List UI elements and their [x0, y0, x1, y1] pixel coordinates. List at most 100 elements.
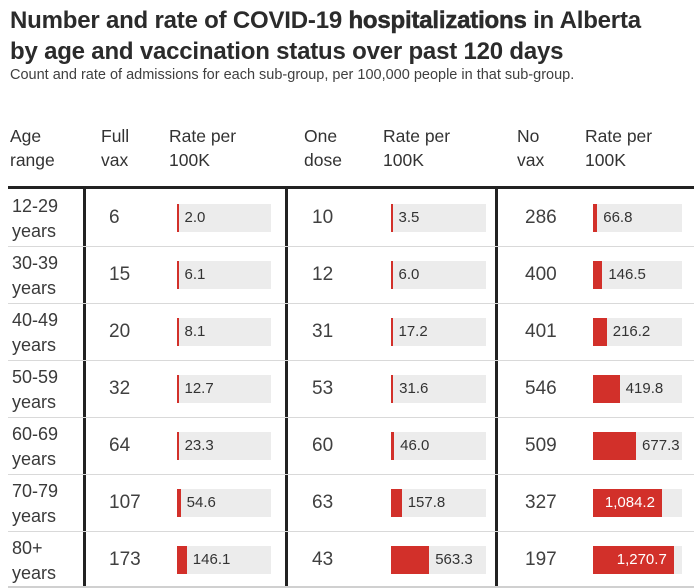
- one-dose-count: 63: [312, 491, 334, 513]
- full-vax-rate-bar: 146.1: [177, 545, 271, 574]
- rate-bar-fill: [391, 488, 402, 517]
- full-vax-count: 15: [109, 263, 131, 285]
- table-row: 70-79 years 107 54.6 63 157.8 327 1,084.2: [8, 474, 694, 532]
- rate-bar-fill: [391, 545, 430, 574]
- one-dose-rate-bar: 17.2: [391, 317, 486, 346]
- column-header-one-dose-rate: Rate per 100K: [383, 126, 451, 170]
- column-header-no-vax: No vax: [517, 126, 545, 170]
- one-dose-count: 60: [312, 434, 334, 456]
- full-vax-rate-bar: 54.6: [177, 488, 271, 517]
- rate-bar-fill: [177, 203, 179, 232]
- no-vax-count: 197: [525, 548, 557, 570]
- rate-value-label: 216.2: [612, 323, 651, 340]
- one-dose-rate-bar: 6.0: [391, 260, 486, 289]
- rate-value-label: 157.8: [407, 494, 446, 511]
- one-dose-count: 31: [312, 320, 334, 342]
- no-vax-rate-bar: 146.5: [593, 260, 682, 289]
- rate-bar-fill: [177, 374, 179, 403]
- no-vax-rate-bar: 216.2: [593, 317, 682, 346]
- rate-value-label: 46.0: [400, 437, 430, 454]
- full-vax-count: 173: [109, 548, 141, 570]
- rate-value-label: 8.1: [184, 323, 206, 340]
- full-vax-count: 64: [109, 434, 131, 456]
- title-line2: by age and vaccination status over past …: [10, 38, 564, 65]
- no-vax-rate-bar: 1,270.7: [593, 545, 682, 574]
- one-dose-count: 10: [312, 206, 334, 228]
- table-row: 50-59 years 32 12.7 53 31.6 546 419.8: [8, 360, 694, 418]
- age-range-label: 12-29 years: [12, 196, 59, 241]
- bottom-row-separator: [8, 586, 694, 588]
- rate-bar-fill: [177, 488, 181, 517]
- column-header-no-vax-rate: Rate per 100K: [585, 126, 653, 170]
- title-text: in Alberta: [526, 7, 641, 34]
- rate-value-label: 12.7: [184, 380, 214, 397]
- rate-value-label: 23.3: [184, 437, 214, 454]
- no-vax-rate-bar: 419.8: [593, 374, 682, 403]
- table-row: 30-39 years 15 6.1 12 6.0 400 146.5: [8, 246, 694, 304]
- column-divider: [495, 187, 498, 588]
- rate-bar-fill: [177, 260, 179, 289]
- rate-bar-fill: [391, 260, 393, 289]
- rate-bar-fill: [391, 317, 393, 346]
- rate-value-label: 677.3: [642, 437, 680, 454]
- rate-bar-fill: [391, 374, 394, 403]
- rate-bar-fill: [177, 431, 179, 460]
- column-divider: [285, 187, 288, 588]
- rate-bar-fill: [593, 260, 603, 289]
- one-dose-rate-bar: 31.6: [391, 374, 486, 403]
- one-dose-count: 43: [312, 548, 334, 570]
- rate-value-label: 1,084.2: [604, 494, 655, 511]
- no-vax-rate-bar: 66.8: [593, 203, 682, 232]
- rate-value-label: 66.8: [603, 209, 633, 226]
- rate-value-label: 54.6: [186, 494, 216, 511]
- rate-bar-fill: [593, 203, 598, 232]
- one-dose-rate-bar: 3.5: [391, 203, 486, 232]
- rate-bar-fill: [593, 374, 620, 403]
- full-vax-rate-bar: 23.3: [177, 431, 271, 460]
- full-vax-count: 107: [109, 491, 141, 513]
- full-vax-count: 6: [109, 206, 120, 228]
- no-vax-count: 327: [525, 491, 557, 513]
- rate-value-label: 2.0: [184, 209, 206, 226]
- one-dose-rate-bar: 157.8: [391, 488, 486, 517]
- rate-value-label: 419.8: [625, 380, 664, 397]
- column-header-full-vax-rate: Rate per 100K: [169, 126, 237, 170]
- column-divider: [83, 187, 86, 588]
- full-vax-count: 20: [109, 320, 131, 342]
- full-vax-rate-bar: 2.0: [177, 203, 271, 232]
- rate-value-label: 6.1: [184, 266, 206, 283]
- column-header-one-dose: One dose: [304, 126, 342, 170]
- rate-value-label: 146.5: [608, 266, 646, 283]
- rate-value-label: 563.3: [435, 551, 473, 568]
- rate-value-label: 17.2: [398, 323, 428, 340]
- rate-bar-fill: [391, 431, 395, 460]
- rate-bar-fill: [177, 545, 187, 574]
- age-range-label: 30-39 years: [12, 253, 59, 298]
- rate-bar-fill: [593, 317, 607, 346]
- table-row: 60-69 years 64 23.3 60 46.0 509 677.3: [8, 417, 694, 475]
- age-range-label: 60-69 years: [12, 424, 59, 469]
- no-vax-count: 509: [525, 434, 557, 456]
- full-vax-count: 32: [109, 377, 131, 399]
- chart-subtitle: Count and rate of admissions for each su…: [10, 67, 575, 83]
- table-row: 40-49 years 20 8.1 31 17.2 401 216.2: [8, 303, 694, 361]
- no-vax-count: 401: [525, 320, 557, 342]
- age-range-label: 80+ years: [12, 538, 57, 583]
- age-range-label: 70-79 years: [12, 481, 59, 526]
- no-vax-count: 286: [525, 206, 557, 228]
- column-header-age-range: Age range: [10, 126, 55, 170]
- one-dose-count: 53: [312, 377, 334, 399]
- one-dose-rate-bar: 563.3: [391, 545, 486, 574]
- column-header-full-vax: Full vax: [101, 126, 130, 170]
- rate-value-label: 6.0: [398, 266, 420, 283]
- no-vax-rate-bar: 677.3: [593, 431, 682, 460]
- rate-bar-fill: [391, 203, 393, 232]
- header-rule: [8, 186, 694, 189]
- table-row: 12-29 years 6 2.0 10 3.5 286 66.8: [8, 189, 694, 247]
- rate-bar-fill: [593, 431, 637, 460]
- chart-title: Number and rate of COVID-19 hospitalizat…: [10, 5, 694, 67]
- one-dose-rate-bar: 46.0: [391, 431, 486, 460]
- rate-value-label: 31.6: [399, 380, 429, 397]
- rate-bar-fill: [593, 545, 674, 574]
